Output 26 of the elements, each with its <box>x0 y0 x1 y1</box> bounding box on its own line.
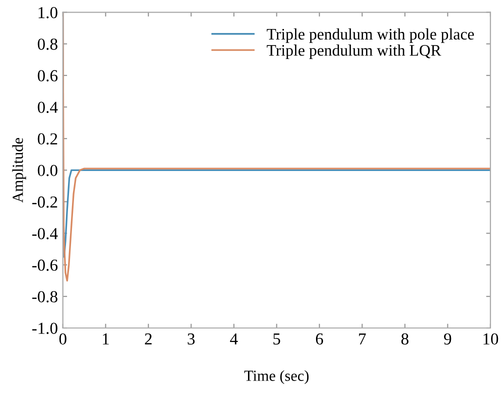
y-tick-label: -0.8 <box>32 291 58 302</box>
x-axis-title: Time (sec) <box>244 370 309 384</box>
y-tick-label: -0.4 <box>32 228 58 240</box>
x-tick-label: 10 <box>484 333 498 345</box>
y-tick-label: 0.0 <box>38 164 58 176</box>
x-tick-label: 8 <box>401 333 408 345</box>
y-tick-label: 0.6 <box>38 70 58 82</box>
legend-label: Triple pendulum with pole place <box>266 28 474 43</box>
legend-label: Triple pendulum with LQR <box>266 44 442 60</box>
x-tick-label: 7 <box>359 334 366 344</box>
x-tick-label: 3 <box>188 333 195 345</box>
y-tick-label: 0.8 <box>38 38 58 50</box>
x-tick-label: 0 <box>59 333 66 345</box>
x-tick-label: 9 <box>444 333 452 345</box>
y-tick-label: -0.2 <box>32 196 58 208</box>
y-axis-title: Amplitude <box>12 138 26 203</box>
x-tick-label: 2 <box>144 333 152 344</box>
x-tick-label: 1 <box>102 333 109 344</box>
y-tick-label: 0.4 <box>38 102 58 114</box>
y-tick-label: -1.0 <box>32 322 58 334</box>
y-tick-label: 0.2 <box>38 133 58 145</box>
x-tick-label: 6 <box>316 333 324 345</box>
y-tick-label: -0.6 <box>32 260 58 271</box>
x-tick-label: 4 <box>230 333 238 344</box>
x-tick-label: 5 <box>273 334 280 345</box>
y-tick-label: 1.0 <box>38 7 58 18</box>
